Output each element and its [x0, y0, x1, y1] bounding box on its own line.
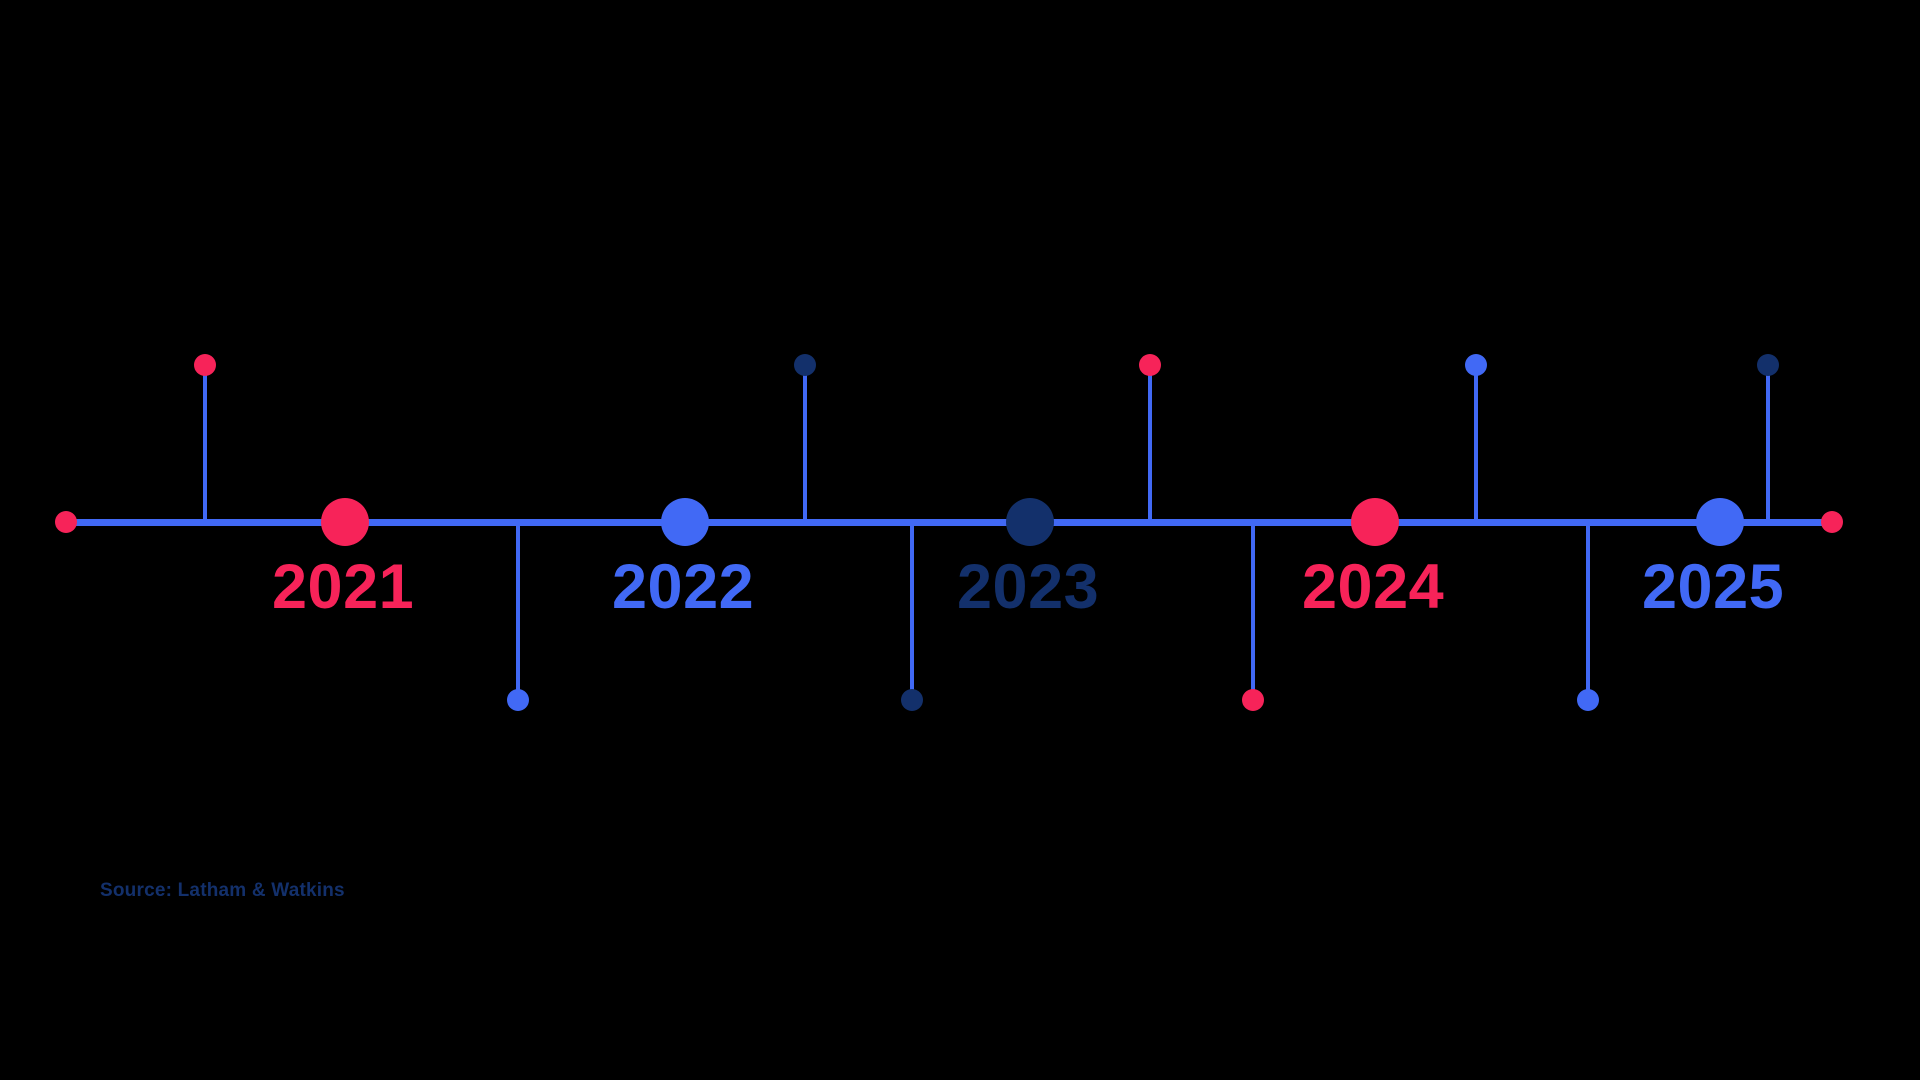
milestone-label-2023: 2023 — [957, 552, 1100, 622]
branch-up-5-dot — [1757, 354, 1779, 376]
branch-down-2-dot — [901, 689, 923, 711]
timeline-axis — [66, 519, 1832, 526]
branch-up-1-dot — [194, 354, 216, 376]
branch-down-4-stem — [1586, 522, 1590, 700]
branch-up-3-stem — [1148, 365, 1152, 523]
branch-down-1-dot — [507, 689, 529, 711]
milestone-dot-2024[interactable] — [1351, 498, 1399, 546]
milestone-label-2025: 2025 — [1642, 552, 1785, 622]
branch-up-2-dot — [794, 354, 816, 376]
milestone-dot-2021[interactable] — [321, 498, 369, 546]
branch-up-2-stem — [803, 365, 807, 523]
branch-down-1-stem — [516, 522, 520, 700]
milestone-dot-2022[interactable] — [661, 498, 709, 546]
branch-up-1-stem — [203, 365, 207, 523]
branch-down-3-stem — [1251, 522, 1255, 700]
branch-up-4-dot — [1465, 354, 1487, 376]
branch-down-4-dot — [1577, 689, 1599, 711]
milestone-dot-2025[interactable] — [1696, 498, 1744, 546]
timeline-end-cap — [1821, 511, 1843, 533]
branch-up-4-stem — [1474, 365, 1478, 523]
branch-up-3-dot — [1139, 354, 1161, 376]
timeline-start-cap — [55, 511, 77, 533]
branch-up-5-stem — [1766, 365, 1770, 523]
milestone-dot-2023[interactable] — [1006, 498, 1054, 546]
milestone-label-2024: 2024 — [1302, 552, 1445, 622]
branch-down-3-dot — [1242, 689, 1264, 711]
source-credit: Source: Latham & Watkins — [100, 880, 345, 901]
branch-down-2-stem — [910, 522, 914, 700]
milestone-label-2021: 2021 — [272, 552, 415, 622]
milestone-label-2022: 2022 — [612, 552, 755, 622]
